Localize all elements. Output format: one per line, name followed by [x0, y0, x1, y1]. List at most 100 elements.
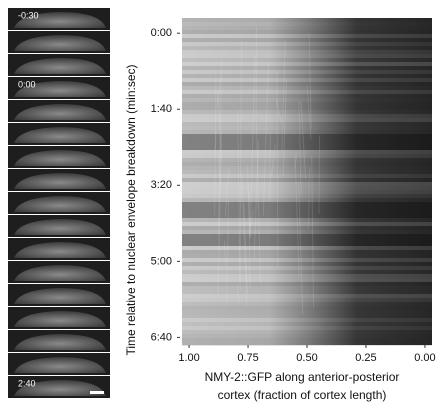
kymograph-row — [182, 42, 432, 46]
kymograph-row — [182, 66, 432, 70]
kymograph-row — [182, 142, 432, 146]
kymograph-row — [182, 122, 432, 126]
kymograph-row — [182, 278, 432, 282]
kymograph-row — [182, 342, 432, 346]
kymograph-row — [182, 70, 432, 74]
kymograph-streak — [270, 144, 276, 177]
embryo — [14, 35, 106, 51]
kymograph-streak — [255, 121, 262, 285]
kymograph-row — [182, 282, 432, 286]
embryo — [14, 127, 106, 143]
y-tick-label: 5:00 — [151, 255, 172, 267]
kymograph-row — [182, 190, 432, 194]
kymograph-row — [182, 298, 432, 302]
kymograph-row — [182, 302, 432, 306]
kymograph-streak — [318, 135, 321, 214]
kymograph-row — [182, 222, 432, 226]
x-axis-label: cortex (fraction of cortex length) — [218, 388, 387, 402]
embryo — [14, 12, 106, 28]
kymograph-row — [182, 110, 432, 114]
kymograph-row — [182, 266, 432, 270]
embryo — [14, 357, 106, 373]
kymograph-row — [182, 138, 432, 142]
kymograph-row — [182, 58, 432, 62]
kymograph-row — [182, 230, 432, 234]
kymograph-streak — [282, 78, 287, 177]
kymograph-streak — [216, 73, 222, 110]
scale-bar — [90, 391, 104, 394]
kymograph-streak — [218, 58, 222, 236]
embryo — [14, 242, 106, 258]
kymograph-streak — [214, 131, 217, 150]
kymograph-row — [182, 154, 432, 158]
x-axis-label: NMY-2::GFP along anterior-posterior — [205, 370, 400, 384]
kymograph-row — [182, 254, 432, 258]
kymograph-streak — [281, 40, 286, 151]
kymograph — [182, 18, 432, 346]
kymograph-streak — [241, 172, 248, 306]
kymograph-row — [182, 26, 432, 30]
kymograph-streak — [248, 188, 251, 287]
x-tick-label: 1.00 — [178, 352, 199, 364]
y-tick-label: 3:20 — [151, 179, 172, 191]
kymograph-row — [182, 338, 432, 342]
kymograph-row — [182, 310, 432, 314]
kymograph-row — [182, 94, 432, 98]
kymograph-streak — [298, 181, 304, 315]
kymograph-streak — [298, 100, 302, 194]
embryo — [14, 81, 106, 97]
kymograph-streak — [308, 33, 312, 129]
kymograph-row — [182, 162, 432, 166]
kymograph-streak — [218, 154, 222, 185]
kymograph-streak — [236, 284, 240, 303]
kymograph-row — [182, 134, 432, 138]
x-tick-label: 0.25 — [355, 352, 376, 364]
x-tick-label: 0.50 — [296, 352, 317, 364]
y-tick-label: 1:40 — [151, 103, 172, 115]
kymograph-row — [182, 182, 432, 186]
kymograph-streak — [276, 71, 279, 268]
kymograph-row — [182, 174, 432, 178]
x-tick-label: 0.00 — [414, 352, 435, 364]
kymograph-row — [182, 238, 432, 242]
kymograph-streak — [243, 203, 248, 295]
kymograph-row — [182, 62, 432, 66]
kymograph-row — [182, 106, 432, 110]
kymograph-row — [182, 166, 432, 170]
kymograph-row — [182, 294, 432, 298]
kymograph-streak — [214, 73, 217, 216]
kymograph-row — [182, 30, 432, 34]
kymograph-row — [182, 202, 432, 206]
kymograph-row — [182, 98, 432, 102]
kymograph-row — [182, 286, 432, 290]
kymograph-row — [182, 242, 432, 246]
kymograph-streak — [311, 155, 314, 309]
kymograph-row — [182, 130, 432, 134]
kymograph-row — [182, 262, 432, 266]
kymograph-row — [182, 318, 432, 322]
y-axis-label: Time relative to nuclear envelope breakd… — [124, 64, 138, 355]
kymograph-row — [182, 258, 432, 262]
kymograph-row — [182, 250, 432, 254]
kymograph-streak — [248, 209, 254, 234]
kymograph-row — [182, 34, 432, 38]
kymograph-streak — [246, 165, 251, 238]
kymograph-row — [182, 54, 432, 58]
kymograph-streak — [294, 151, 298, 169]
kymograph-image — [182, 18, 432, 345]
kymograph-row — [182, 274, 432, 278]
embryo — [14, 334, 106, 350]
kymograph-row — [182, 186, 432, 190]
kymograph-streak — [246, 184, 250, 189]
kymograph-row — [182, 158, 432, 162]
kymograph-row — [182, 330, 432, 334]
embryo — [14, 196, 106, 212]
kymograph-streak — [224, 240, 227, 266]
kymograph-row — [182, 218, 432, 222]
kymograph-streak — [217, 93, 222, 164]
frame-label: -0:30 — [18, 10, 39, 20]
frame-label: 2:40 — [18, 378, 36, 388]
y-tick-label: 6:40 — [151, 331, 172, 343]
kymograph-row — [182, 78, 432, 82]
